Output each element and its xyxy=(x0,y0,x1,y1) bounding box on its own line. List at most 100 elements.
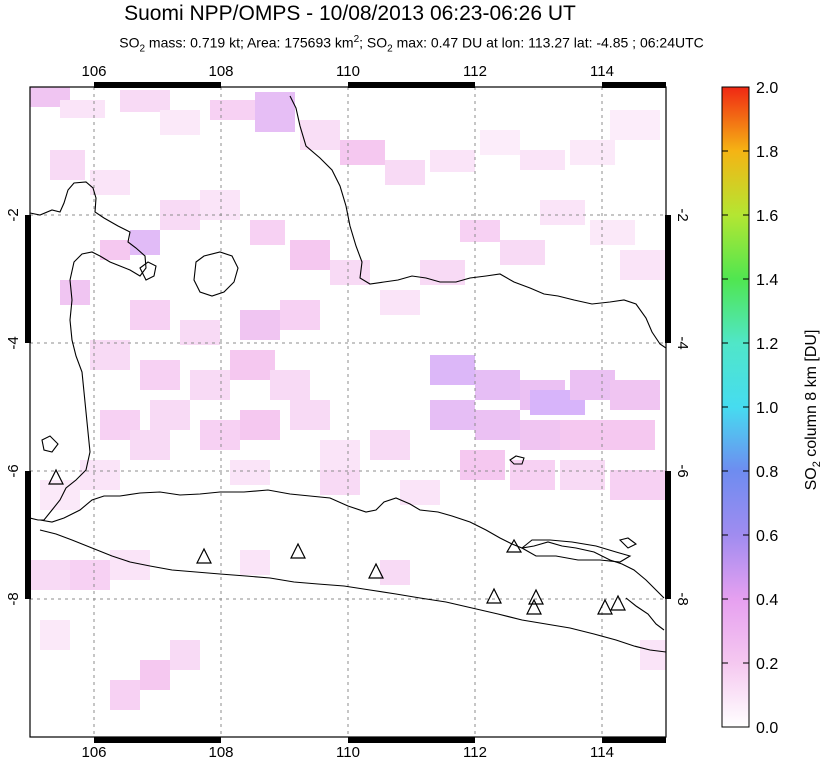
so2-pixel xyxy=(290,400,330,430)
so2-pixel xyxy=(475,410,520,440)
colorbar-tick-label: 1.0 xyxy=(756,400,778,417)
so2-pixel xyxy=(500,240,545,265)
so2-pixel xyxy=(610,470,665,500)
lon-tick-top: 106 xyxy=(81,63,106,80)
so2-pixel xyxy=(250,220,285,245)
so2-pixel xyxy=(460,450,505,480)
so2-pixel xyxy=(130,230,160,255)
colorbar-tick-label: 0.8 xyxy=(756,464,778,481)
so2-pixel xyxy=(240,550,270,575)
so2-pixel xyxy=(540,200,585,225)
so2-pixel xyxy=(610,380,660,410)
so2-pixel xyxy=(90,170,130,195)
so2-pixel xyxy=(190,370,230,400)
so2-pixel xyxy=(170,640,200,670)
so2-pixel xyxy=(510,460,555,490)
small-island-3 xyxy=(41,435,59,453)
subtitle-mass-area: mass: 0.719 kt; Area: 175693 km xyxy=(145,34,354,51)
so2-pixel xyxy=(130,430,170,460)
so2-pixel xyxy=(385,160,425,185)
lat-tick-left: -2 xyxy=(5,208,22,221)
volcano-marker xyxy=(610,594,626,611)
so2-pixel xyxy=(570,370,615,400)
so2-pixel xyxy=(60,100,105,118)
small-island-1 xyxy=(509,455,525,465)
volcano-marker xyxy=(526,598,542,615)
so2-pixel xyxy=(400,480,440,505)
map-title: Suomi NPP/OMPS - 10/08/2013 06:23-06:26 … xyxy=(124,2,576,25)
so2-pixel xyxy=(640,640,666,670)
colorbar-tick-label: 1.2 xyxy=(756,336,778,353)
lon-tick-labels: 106 108 110 112 114 106 108 110 112 114 xyxy=(81,63,613,759)
so2-pixel xyxy=(110,680,140,710)
map-subtitle: SO2 mass: 0.719 kt; Area: 175693 km2; SO… xyxy=(0,34,823,54)
colorbar-tick-label: 1.4 xyxy=(756,272,778,289)
so2-pixel xyxy=(270,370,310,400)
lon-tick-bottom: 110 xyxy=(336,744,360,759)
so2-pixel xyxy=(240,410,280,440)
so2-pixel xyxy=(430,400,475,430)
so2-pixel xyxy=(90,340,130,370)
colorbar-tick-label: 1.8 xyxy=(756,144,778,161)
so2-pixel xyxy=(230,350,275,380)
so2-pixel xyxy=(180,320,220,345)
graticule xyxy=(30,87,666,737)
so2-pixel xyxy=(255,92,295,132)
so2-pixel xyxy=(240,310,280,340)
small-island-2 xyxy=(618,537,638,549)
lon-tick-bottom: 114 xyxy=(590,744,614,759)
volcano-marker xyxy=(196,547,212,564)
lon-tick-bottom: 108 xyxy=(208,744,233,759)
lat-tick-labels: -2 -4 -6 -8 -2 -4 -6 -8 xyxy=(5,208,691,605)
lon-tick-top: 114 xyxy=(590,63,614,80)
colorbar-label-so: SO xyxy=(803,467,820,490)
volcano-marker xyxy=(597,598,613,615)
lat-tick-left: -8 xyxy=(5,592,22,605)
colorbar-ticks: 0.0 0.2 0.4 0.6 0.8 1.0 1.2 1.4 1.6 1.8 2.0 xyxy=(722,80,778,737)
so2-pixel xyxy=(160,110,200,135)
volcano-marker xyxy=(486,587,502,604)
subtitle-km-sup: 2 xyxy=(353,34,360,45)
lon-tick-top: 110 xyxy=(336,63,360,80)
so2-pixel xyxy=(460,220,500,242)
so2-pixel xyxy=(320,470,360,495)
subtitle-so: SO xyxy=(119,34,140,51)
so2-pixel xyxy=(430,355,475,385)
madura-coast xyxy=(521,539,632,563)
volcano-marker xyxy=(505,538,523,553)
so2-pixel xyxy=(210,100,255,120)
subtitle-so-2: ; SO xyxy=(359,34,388,51)
bali-coast xyxy=(625,597,665,631)
subtitle-max: max: 0.47 DU at lon: 113.27 lat: -4.85 ;… xyxy=(392,34,704,51)
coastlines xyxy=(30,95,666,653)
so2-pixel xyxy=(420,260,465,285)
so2-pixel xyxy=(200,420,240,450)
so2-pixel xyxy=(70,560,110,590)
subtitle-so-sub: 2 xyxy=(139,43,146,55)
colorbar-label-sub: 2 xyxy=(811,461,823,467)
kalimantan-coast xyxy=(289,95,666,349)
so2-pixel xyxy=(60,280,90,305)
bangka-island xyxy=(193,251,239,297)
so2-pixel xyxy=(50,150,85,180)
volcano-markers xyxy=(48,468,626,615)
so2-pixel xyxy=(40,480,80,510)
lon-tick-top: 112 xyxy=(463,63,487,80)
so2-pixel-field xyxy=(30,87,666,710)
colorbar-label-rest: column 8 km [DU] xyxy=(803,330,820,462)
so2-pixel xyxy=(570,140,615,165)
so2-pixel xyxy=(370,430,410,460)
volcano-marker xyxy=(368,562,384,579)
lat-tick-right: -6 xyxy=(674,464,691,477)
so2-pixel xyxy=(380,290,420,315)
map-border-checker xyxy=(25,82,671,743)
so2-pixel xyxy=(520,150,565,170)
so2-pixel xyxy=(430,150,475,172)
lat-tick-right: -4 xyxy=(674,336,691,349)
so2-pixel xyxy=(480,130,520,155)
lat-tick-right: -8 xyxy=(674,592,691,605)
lat-tick-left: -4 xyxy=(5,336,22,349)
colorbar-tick-label: 2.0 xyxy=(756,80,778,97)
west-java-coast xyxy=(39,489,665,599)
so2-pixel xyxy=(140,360,180,390)
